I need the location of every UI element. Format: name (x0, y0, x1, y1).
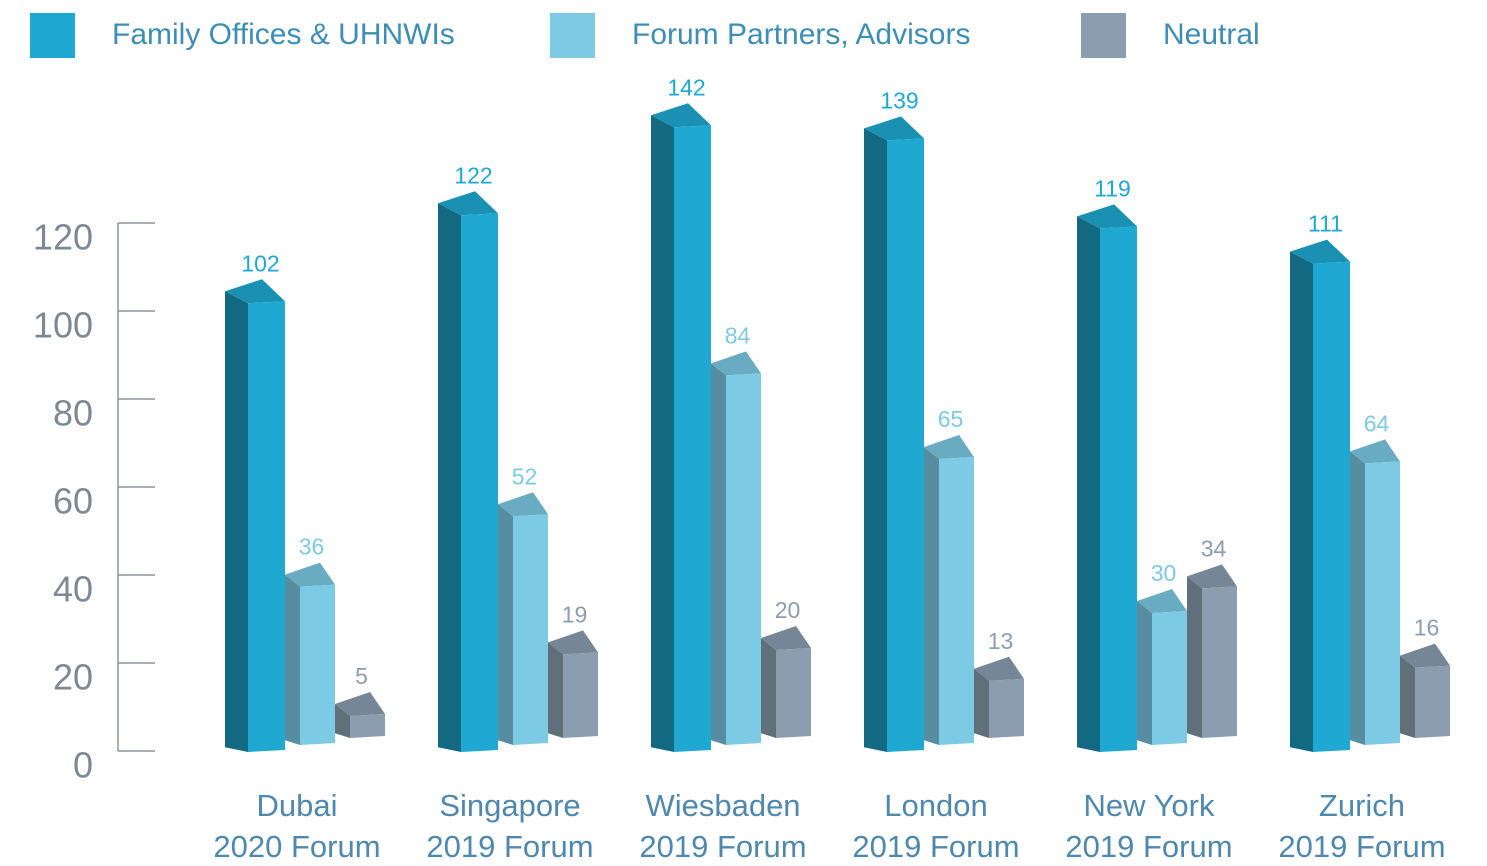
bar (989, 678, 1024, 738)
value-label: 139 (880, 87, 918, 113)
bar (248, 301, 285, 752)
bar-side (498, 504, 513, 745)
x-tick-label: 2019 Forum (426, 829, 593, 864)
bar-side (438, 203, 461, 752)
bar-side (225, 291, 248, 752)
value-label: 13 (988, 628, 1014, 654)
bar-side (864, 128, 887, 752)
bar (1152, 611, 1187, 745)
legend-swatch (550, 13, 595, 58)
value-label: 102 (241, 250, 279, 276)
bar-side (1137, 601, 1152, 745)
value-label: 122 (454, 162, 492, 188)
bar-top (1290, 239, 1350, 264)
bar-top (1137, 589, 1187, 613)
bar (350, 714, 385, 738)
y-tick-label: 60 (53, 481, 93, 522)
x-tick-label: New York (1084, 788, 1215, 823)
legend-swatch (1081, 13, 1126, 58)
x-tick-label: 2019 Forum (1278, 829, 1445, 864)
legend-swatch (30, 13, 75, 58)
bar (563, 652, 598, 738)
bar (1100, 226, 1137, 752)
bar-top (1350, 439, 1400, 464)
value-label: 20 (775, 597, 801, 623)
bar-side (335, 704, 350, 738)
bar-top (711, 351, 761, 376)
y-tick-label: 0 (73, 745, 93, 786)
bar-top (1077, 204, 1137, 229)
x-tick-label: Singapore (439, 788, 580, 823)
x-tick-label: 2019 Forum (852, 829, 1019, 864)
value-label: 16 (1414, 615, 1440, 641)
x-tick-label: Zurich (1319, 788, 1405, 823)
bar-top (864, 116, 924, 141)
bar (461, 213, 498, 752)
bar (513, 514, 548, 745)
bar-side (761, 638, 776, 738)
bar-top (438, 191, 498, 216)
x-tick-label: 2019 Forum (639, 829, 806, 864)
legend-label: Neutral (1163, 18, 1260, 51)
x-tick-label: Dubai (257, 788, 338, 823)
value-label: 84 (725, 322, 751, 348)
bar-top (225, 279, 285, 304)
bar-top (1400, 643, 1450, 668)
bar (1365, 461, 1400, 745)
bar-side (1187, 576, 1202, 738)
bar-top (974, 656, 1024, 681)
value-label: 36 (299, 534, 325, 560)
bar-side (924, 447, 939, 745)
value-label: 52 (512, 463, 538, 489)
bar-top (498, 492, 548, 517)
bar (939, 457, 974, 745)
bar-side (651, 115, 674, 752)
legend-label: Forum Partners, Advisors (632, 18, 970, 51)
bar-top (761, 626, 811, 650)
y-tick-label: 120 (33, 217, 93, 258)
bar-side (711, 363, 726, 745)
bar (1313, 261, 1350, 752)
bar (1202, 586, 1237, 738)
bar (726, 373, 761, 745)
value-label: 119 (1094, 175, 1131, 201)
x-tick-label: Wiesbaden (645, 788, 800, 823)
value-label: 65 (938, 406, 964, 432)
y-tick-label: 20 (53, 657, 93, 698)
bar (300, 584, 335, 745)
value-label: 64 (1364, 410, 1390, 436)
bar-side (1400, 655, 1415, 738)
value-label: 111 (1308, 211, 1343, 237)
bar (674, 125, 711, 752)
value-label: 5 (355, 663, 368, 689)
bar-top (335, 692, 385, 716)
x-tick-label: 2020 Forum (213, 829, 380, 864)
bar-side (1077, 216, 1100, 752)
x-tick-label: 2019 Forum (1065, 829, 1232, 864)
bar-side (974, 668, 989, 738)
y-tick-label: 40 (53, 569, 93, 610)
bar-top (651, 103, 711, 128)
bar-side (1290, 251, 1313, 752)
y-tick-label: 100 (33, 305, 93, 346)
bar-top (285, 562, 335, 587)
bar (776, 648, 811, 738)
bar-side (285, 574, 300, 745)
value-label: 30 (1151, 560, 1177, 586)
bar-top (1187, 564, 1237, 589)
x-tick-label: London (884, 788, 987, 823)
value-label: 19 (562, 601, 588, 627)
bar (1415, 665, 1450, 738)
bar-top (548, 630, 598, 655)
bar-side (1350, 451, 1365, 745)
legend-label: Family Offices & UHNWIs (112, 18, 455, 51)
bar-side (548, 642, 563, 738)
bar-top (924, 435, 974, 459)
value-label: 142 (667, 74, 705, 100)
value-label: 34 (1201, 535, 1227, 561)
bar (887, 138, 924, 752)
y-tick-label: 80 (53, 393, 93, 434)
